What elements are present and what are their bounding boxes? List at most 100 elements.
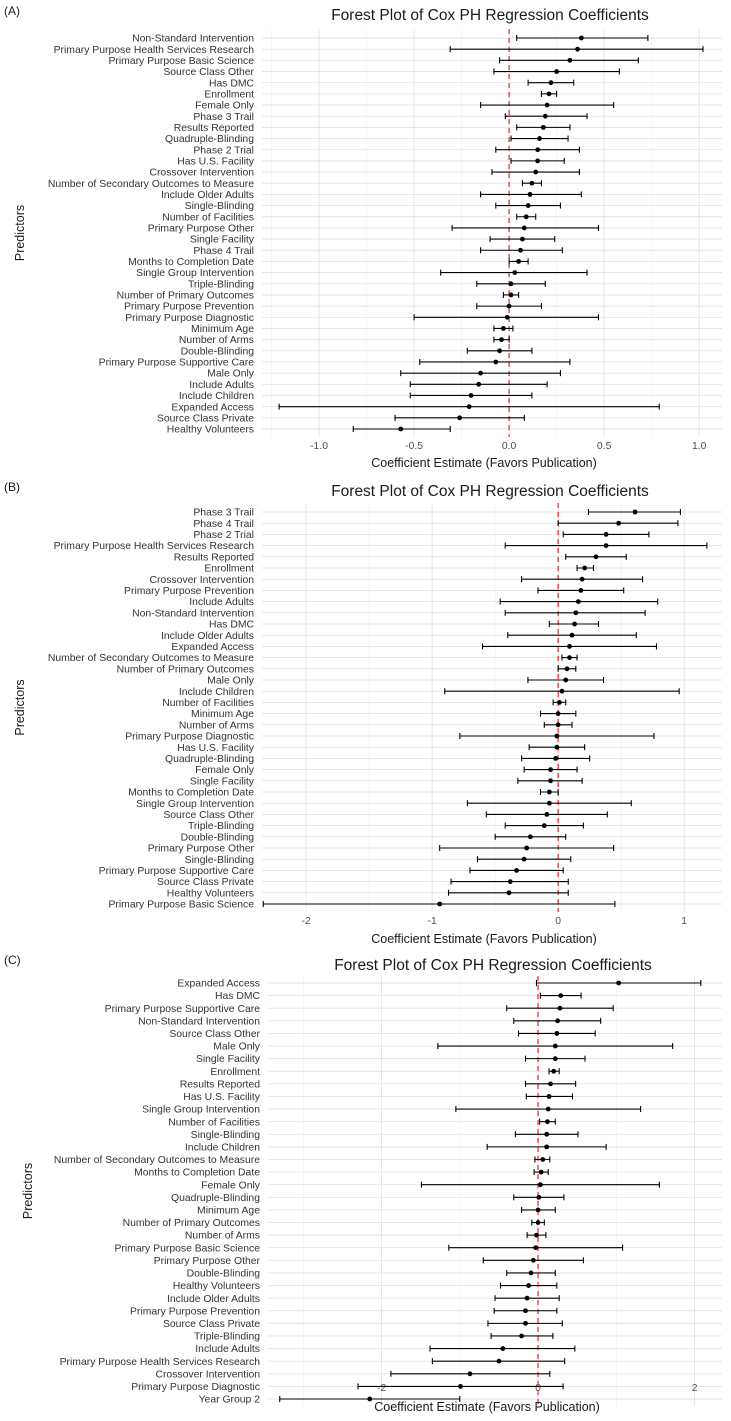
predictor-label: Single-Blinding bbox=[185, 855, 255, 866]
predictor-label: Enrollment bbox=[204, 564, 254, 575]
point-estimate bbox=[567, 655, 572, 660]
predictor-label: Number of Facilities bbox=[162, 212, 254, 223]
point-estimate bbox=[501, 326, 506, 331]
predictor-label: Healthy Volunteers bbox=[173, 1281, 260, 1292]
y-axis-label: Predictors bbox=[21, 1163, 35, 1219]
predictor-label: Expanded Access bbox=[171, 402, 254, 413]
predictor-label: Source Class Other bbox=[169, 1029, 260, 1040]
point-estimate bbox=[554, 744, 560, 750]
point-estimate bbox=[526, 1283, 532, 1288]
point-estimate bbox=[516, 259, 522, 264]
point-estimate bbox=[535, 1207, 541, 1213]
point-estimate bbox=[544, 1131, 550, 1137]
predictor-label: Single-Blinding bbox=[185, 201, 255, 212]
point-estimate bbox=[527, 192, 533, 197]
predictor-label: Primary Purpose Other bbox=[154, 1256, 261, 1267]
predictor-label: Triple-Blinding bbox=[188, 279, 254, 290]
point-estimate bbox=[548, 1081, 553, 1087]
point-estimate bbox=[554, 733, 560, 739]
x-tick-label: -2 bbox=[377, 1383, 386, 1394]
point-estimate bbox=[544, 812, 550, 817]
predictor-label: Primary Purpose Health Services Research bbox=[54, 541, 255, 552]
x-axis-label: Coefficient Estimate (Favors Publication… bbox=[371, 456, 597, 470]
predictor-label: Phase 4 Trail bbox=[193, 246, 254, 257]
predictor-label: Male Only bbox=[207, 676, 255, 687]
point-estimate bbox=[514, 868, 519, 873]
predictor-label: Single Facility bbox=[196, 1054, 261, 1065]
point-estimate bbox=[528, 1270, 534, 1276]
point-estimate bbox=[555, 1018, 561, 1024]
point-estimate bbox=[538, 1169, 544, 1175]
predictor-label: Number of Primary Outcomes bbox=[117, 664, 254, 675]
forest-panel-c: (C) Forest Plot of Cox PH Regression Coef… bbox=[4, 953, 722, 1414]
predictor-label: Source Class Private bbox=[157, 413, 254, 424]
plot-title: Forest Plot of Cox PH Regression Coeffic… bbox=[331, 7, 649, 24]
predictor-label: Number of Primary Outcomes bbox=[123, 1218, 260, 1229]
predictor-label: Months to Completion Date bbox=[128, 788, 254, 799]
predictor-label: Primary Purpose Diagnostic bbox=[125, 732, 254, 743]
x-tick-label: 1 bbox=[681, 916, 687, 927]
predictor-label: Minimum Age bbox=[191, 709, 254, 720]
predictor-label: Number of Secondary Outcomes to Measure bbox=[48, 653, 254, 664]
point-estimate bbox=[466, 404, 472, 410]
y-axis-label: Predictors bbox=[13, 679, 27, 735]
predictor-label: Phase 2 Trial bbox=[193, 145, 254, 156]
point-estimate bbox=[552, 1056, 558, 1062]
point-estimate bbox=[544, 102, 550, 108]
point-estimate bbox=[521, 856, 527, 862]
predictor-label: Triple-Blinding bbox=[194, 1332, 260, 1343]
point-estimate bbox=[632, 509, 638, 515]
point-estimate bbox=[555, 711, 561, 716]
point-estimate bbox=[468, 393, 474, 398]
predictor-label: Healthy Volunteers bbox=[167, 425, 254, 436]
point-estimate bbox=[555, 722, 561, 728]
point-estimate bbox=[529, 180, 535, 186]
point-estimate bbox=[520, 236, 525, 242]
predictor-label: Crossover Intervention bbox=[155, 1369, 260, 1380]
predictor-label: Year Group 2 bbox=[199, 1395, 261, 1406]
panel-label: (B) bbox=[4, 480, 20, 494]
point-estimate bbox=[575, 46, 580, 52]
forest-panel-b: (B) Forest Plot of Cox PH Regression Coef… bbox=[4, 480, 722, 946]
predictor-label: Include Adults bbox=[195, 1344, 260, 1355]
point-estimate bbox=[493, 359, 499, 365]
predictor-label: Healthy Volunteers bbox=[167, 888, 254, 899]
point-estimate bbox=[508, 281, 514, 287]
point-estimate bbox=[512, 270, 518, 275]
predictor-label: Single Group Intervention bbox=[136, 268, 254, 279]
predictor-label: Male Only bbox=[213, 1042, 261, 1053]
point-estimate bbox=[538, 1182, 543, 1188]
predictor-label: Single Group Intervention bbox=[142, 1105, 260, 1116]
point-estimate bbox=[398, 426, 404, 432]
point-estimate bbox=[521, 225, 527, 231]
point-estimate bbox=[564, 666, 570, 672]
point-estimate bbox=[524, 1295, 530, 1301]
point-estimate bbox=[540, 124, 546, 130]
predictor-label: Primary Purpose Health Services Research bbox=[54, 45, 255, 56]
point-estimate bbox=[593, 554, 599, 560]
point-estimate bbox=[525, 203, 531, 208]
predictor-label: Expanded Access bbox=[177, 979, 260, 990]
predictor-label: Male Only bbox=[207, 369, 255, 380]
point-estimate bbox=[552, 1043, 558, 1049]
predictor-label: Source Class Private bbox=[157, 877, 254, 888]
point-estimate bbox=[535, 147, 541, 153]
predictor-label: Phase 3 Trail bbox=[193, 508, 254, 519]
point-estimate bbox=[457, 415, 463, 421]
point-estimate bbox=[558, 993, 564, 999]
predictor-label: Primary Purpose Health Services Research bbox=[60, 1357, 261, 1368]
point-estimate bbox=[557, 1005, 563, 1011]
predictor-label: Crossover Intervention bbox=[149, 168, 254, 179]
x-tick-label: -1 bbox=[428, 916, 437, 927]
point-estimate bbox=[535, 158, 541, 164]
predictor-label: Has DMC bbox=[209, 620, 255, 631]
predictor-label: Number of Arms bbox=[179, 335, 254, 346]
predictor-label: Include Older Adults bbox=[161, 631, 254, 642]
predictor-label: Include Adults bbox=[189, 597, 254, 608]
point-estimate bbox=[523, 1308, 528, 1314]
predictor-label: Include Children bbox=[179, 391, 254, 402]
point-estimate bbox=[499, 337, 504, 343]
predictor-label: Non-Standard Intervention bbox=[132, 608, 254, 619]
point-estimate bbox=[467, 1371, 473, 1377]
